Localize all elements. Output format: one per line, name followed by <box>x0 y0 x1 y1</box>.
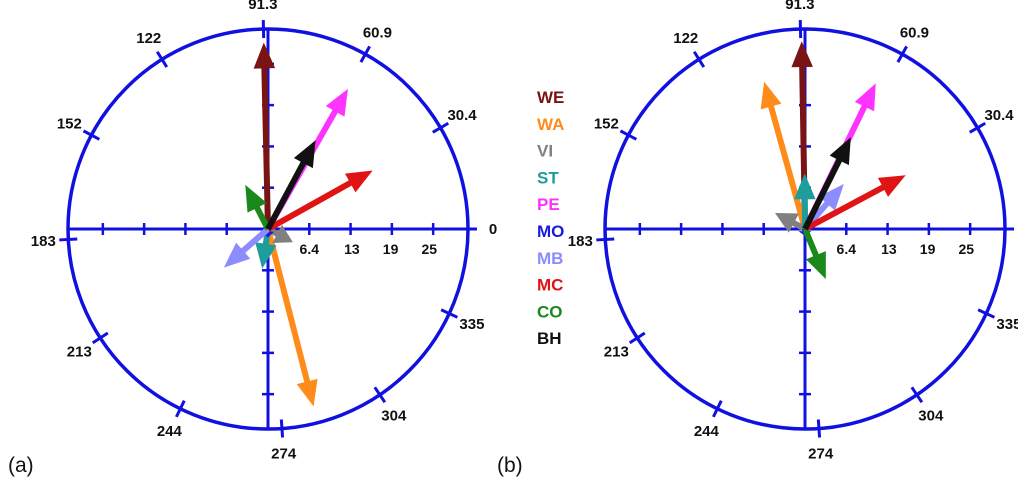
vector-pe-head <box>854 83 876 112</box>
direction-tick <box>692 50 706 68</box>
polar-chart-b: 030.460.991.31221521832132442743043356.4… <box>568 0 1018 462</box>
panel-label-a: (a) <box>8 454 34 477</box>
magnitude-tick-label: 19 <box>920 241 936 257</box>
legend-item-bh: BH <box>537 329 562 348</box>
vector-wa-shaft <box>768 105 808 230</box>
vector-mc-head <box>344 170 373 193</box>
direction-tick-label: 0 <box>489 221 497 238</box>
direction-tick <box>91 331 109 345</box>
polar-chart-a: 0 30.4 60.9 91.3 122 152 183 213 244 274 304 335 6.4… <box>31 0 497 462</box>
direction-tick <box>440 308 459 319</box>
direction-tick-label: 183 <box>31 233 56 250</box>
vector-mb-head <box>223 242 251 268</box>
vector-mc-head <box>877 175 906 197</box>
direction-tick <box>175 400 186 418</box>
direction-tick <box>896 45 908 63</box>
direction-tick-label: 152 <box>57 115 82 132</box>
direction-tick-label: 60.9 <box>363 24 392 41</box>
direction-tick-label: 30.4 <box>447 107 477 124</box>
direction-tick-label: 304 <box>918 408 944 425</box>
magnitude-tick-label: 25 <box>422 241 438 257</box>
vector-wa-shaft <box>265 228 311 383</box>
legend-item-mo: MO <box>537 222 564 241</box>
vector-we-head <box>791 41 813 68</box>
vector-mb-shaft <box>240 226 270 254</box>
vector-co-head <box>245 184 267 213</box>
vector-wa-head <box>296 378 318 407</box>
direction-tick-label: 304 <box>381 408 407 425</box>
magnitude-tick-label: 25 <box>959 241 975 257</box>
direction-tick <box>968 121 987 134</box>
direction-tick-label: 335 <box>996 316 1018 333</box>
vector-st-head <box>794 173 816 200</box>
vector-co-head <box>805 251 826 280</box>
legend-item-we: WE <box>537 88 564 107</box>
direction-tick <box>977 308 996 319</box>
direction-tick <box>59 237 78 242</box>
vector-pe-head <box>325 88 348 117</box>
legend-item-mb: MB <box>537 249 563 268</box>
direction-tick-label: 213 <box>604 344 629 361</box>
vector-co-shaft <box>254 205 271 231</box>
vector-we-shaft <box>261 67 271 230</box>
vector-wa-head <box>760 81 782 110</box>
legend: WE WA VI ST PE MO MB MC CO BH <box>537 88 564 348</box>
magnitude-tick-label: 13 <box>344 241 360 257</box>
direction-tick-label: 274 <box>808 445 834 462</box>
legend-item-mc: MC <box>537 276 563 295</box>
magnitude-tick-label: 6.4 <box>837 241 857 257</box>
direction-tick-label: 244 <box>157 423 183 440</box>
magnitude-tick-label: 13 <box>881 241 897 257</box>
vector-bh-shaft <box>265 161 307 231</box>
direction-tick <box>155 50 169 68</box>
direction-tick-label: 122 <box>673 30 698 47</box>
direction-tick <box>628 331 646 345</box>
direction-tick-label: 183 <box>568 233 593 250</box>
direction-tick <box>82 129 101 141</box>
legend-item-vi: VI <box>537 142 553 161</box>
vector-bh-shaft <box>802 158 843 231</box>
vector-co-shaft <box>802 227 819 257</box>
legend-item-co: CO <box>537 302 563 321</box>
vector-we-head <box>253 42 276 69</box>
direction-tick-label: 213 <box>67 344 92 361</box>
direction-tick-label: 122 <box>136 30 161 47</box>
direction-tick-label: 152 <box>594 115 619 132</box>
direction-tick-label: 30.4 <box>984 107 1014 124</box>
direction-tick-label: 91.3 <box>248 0 277 13</box>
direction-tick <box>712 400 723 418</box>
legend-item-pe: PE <box>537 195 560 214</box>
magnitude-tick-label: 6.4 <box>300 241 320 257</box>
direction-tick-label: 274 <box>271 445 297 462</box>
vector-vi-head <box>774 213 799 233</box>
legend-item-wa: WA <box>537 115 564 134</box>
direction-tick <box>431 121 450 134</box>
panel-label-b: (b) <box>497 454 523 477</box>
vector-st-head <box>255 242 277 269</box>
direction-tick <box>816 419 822 438</box>
direction-tick-label: 244 <box>694 423 720 440</box>
vector-vi-head <box>272 224 293 243</box>
magnitude-tick-label: 19 <box>383 241 399 257</box>
direction-tick <box>359 45 371 63</box>
direction-tick <box>596 237 615 242</box>
vector-mc-shaft <box>266 180 353 232</box>
direction-tick <box>279 419 285 438</box>
vector-mb-head <box>818 184 844 211</box>
direction-tick-label: 60.9 <box>900 24 929 41</box>
vector-mc-shaft <box>803 184 885 232</box>
direction-tick <box>619 129 638 141</box>
direction-tick-label: 335 <box>459 316 484 333</box>
legend-item-st: ST <box>537 168 559 187</box>
vector-bh-head <box>293 140 316 169</box>
direction-tick <box>910 386 924 404</box>
direction-tick <box>373 386 387 404</box>
vector-bh-head <box>829 137 851 166</box>
direction-tick-label: 91.3 <box>785 0 814 13</box>
